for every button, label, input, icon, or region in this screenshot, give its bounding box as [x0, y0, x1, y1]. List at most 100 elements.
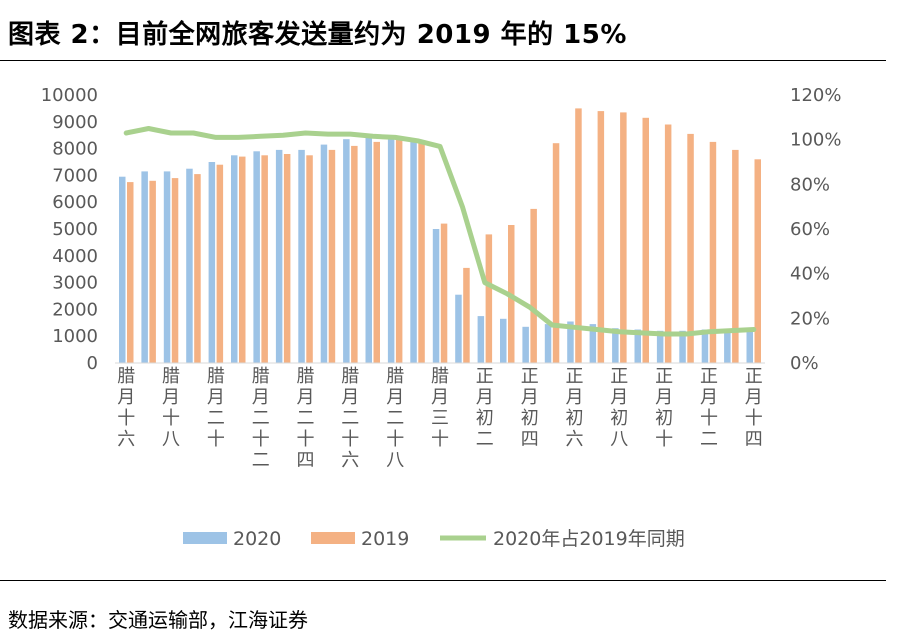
bar-2019	[194, 174, 201, 363]
category-label: 正月初八	[610, 366, 628, 450]
bar-2020	[231, 155, 238, 363]
bar-2020	[612, 328, 619, 363]
legend-swatch	[183, 532, 227, 544]
category-label: 腊月三十	[431, 366, 449, 450]
line-2020年占2019年同期	[123, 126, 757, 337]
right-axis: 0% 20% 40% 60% 80% 100% 120%	[790, 85, 841, 374]
bar-2020	[253, 151, 260, 363]
bar-2020	[163, 171, 171, 363]
category-label: 正月十四	[745, 366, 763, 450]
bar-2019	[754, 159, 761, 363]
bar-2019	[485, 234, 493, 363]
category-axis: 腊月十六 腊月十八 腊月二十 腊月二十二 腊月二十四 腊月二十六 腊月二十八 腊月三十 正月初二…	[117, 366, 763, 471]
left-axis: 0 1000 2000 3000 4000 5000 6000 7000 8000 9000 100…	[41, 85, 98, 374]
right-tick-label: 0%	[790, 353, 819, 374]
bar-2019	[306, 155, 313, 363]
left-tick-label: 2000	[52, 299, 98, 320]
bar-2019	[664, 124, 672, 363]
bar-2020	[589, 324, 597, 363]
legend: 2020 2019 2020年占2019年同期	[183, 528, 685, 550]
bar-2020	[141, 171, 148, 363]
bar-2019	[575, 108, 582, 364]
bar-2020	[186, 168, 193, 363]
bar-2019	[440, 223, 448, 363]
bar-2019	[620, 112, 627, 364]
right-tick-label: 60%	[790, 219, 830, 240]
bar-2019	[216, 164, 224, 363]
left-tick-label: 6000	[52, 192, 98, 213]
bar-2020	[500, 318, 507, 363]
legend-label: 2020年占2019年同期	[493, 528, 685, 550]
bar-2020	[410, 140, 417, 363]
bar-2019	[283, 154, 291, 363]
bar-2020	[679, 330, 686, 363]
source-note: 数据来源：交通运输部，江海证券	[8, 608, 308, 632]
bar-2020	[298, 149, 305, 363]
category-label: 腊月十六	[117, 366, 135, 450]
legend-label: 2020	[233, 528, 281, 550]
bar-2020	[119, 176, 126, 363]
bar-2020	[208, 162, 216, 363]
bar-2019	[552, 143, 560, 363]
right-tick-label: 40%	[790, 264, 830, 285]
left-tick-label: 4000	[52, 246, 98, 267]
bar-2019	[530, 208, 537, 363]
bar-2019	[328, 149, 336, 363]
bar-2020	[455, 294, 462, 363]
left-tick-label: 8000	[52, 139, 98, 160]
bar-2020	[634, 329, 641, 363]
bar-2019	[687, 133, 694, 363]
bar-2019	[732, 149, 739, 363]
category-label: 正月初六	[566, 366, 584, 450]
right-tick-label: 100%	[790, 130, 841, 151]
category-label: 腊月十八	[162, 366, 180, 450]
bottom-divider	[0, 580, 886, 581]
bar-2019	[597, 111, 605, 363]
legend-swatch	[311, 532, 355, 544]
bar-2020	[343, 139, 350, 363]
bar-2020	[724, 329, 731, 363]
chart-area: 0 1000 2000 3000 4000 5000 6000 7000 8000 9000 100…	[41, 85, 842, 550]
bar-2019	[373, 141, 380, 363]
category-label: 腊月二十八	[386, 366, 404, 471]
right-tick-label: 120%	[790, 85, 841, 106]
left-tick-label: 7000	[52, 165, 98, 186]
bar-2020	[522, 326, 529, 363]
bar-2020	[544, 324, 552, 363]
legend-label: 2019	[361, 528, 409, 550]
category-label: 正月十二	[700, 366, 718, 450]
category-label: 腊月二十四	[297, 366, 315, 471]
bar-2019	[127, 182, 134, 363]
line-series	[123, 126, 757, 337]
bar-series	[115, 108, 765, 364]
category-label: 正月初十	[655, 366, 673, 450]
bar-2019	[149, 180, 156, 363]
bar-2020	[701, 329, 709, 363]
category-label: 腊月二十六	[341, 366, 359, 471]
bar-2019	[642, 117, 649, 363]
left-tick-label: 10000	[41, 85, 98, 106]
bar-2020	[477, 316, 485, 363]
left-tick-label: 3000	[52, 273, 98, 294]
bar-2020	[387, 137, 395, 363]
bar-2019	[171, 178, 179, 363]
bar-2019	[709, 141, 717, 363]
bar-2020	[432, 229, 440, 363]
left-tick-label: 1000	[52, 326, 98, 347]
bar-2019	[395, 137, 403, 363]
bar-2019	[351, 145, 358, 363]
bar-2020	[656, 330, 664, 363]
category-label: 正月初四	[521, 366, 539, 450]
bar-2019	[418, 140, 425, 363]
category-label: 腊月二十二	[252, 366, 270, 471]
bar-2020	[275, 149, 283, 363]
bar-2019	[239, 156, 246, 363]
left-tick-label: 9000	[52, 112, 98, 133]
bar-2020	[365, 136, 372, 363]
right-tick-label: 80%	[790, 174, 830, 195]
bar-2020	[567, 321, 574, 363]
category-label: 正月初二	[476, 366, 494, 450]
bar-2020	[320, 144, 328, 363]
top-divider	[0, 60, 886, 61]
right-tick-label: 20%	[790, 308, 830, 329]
